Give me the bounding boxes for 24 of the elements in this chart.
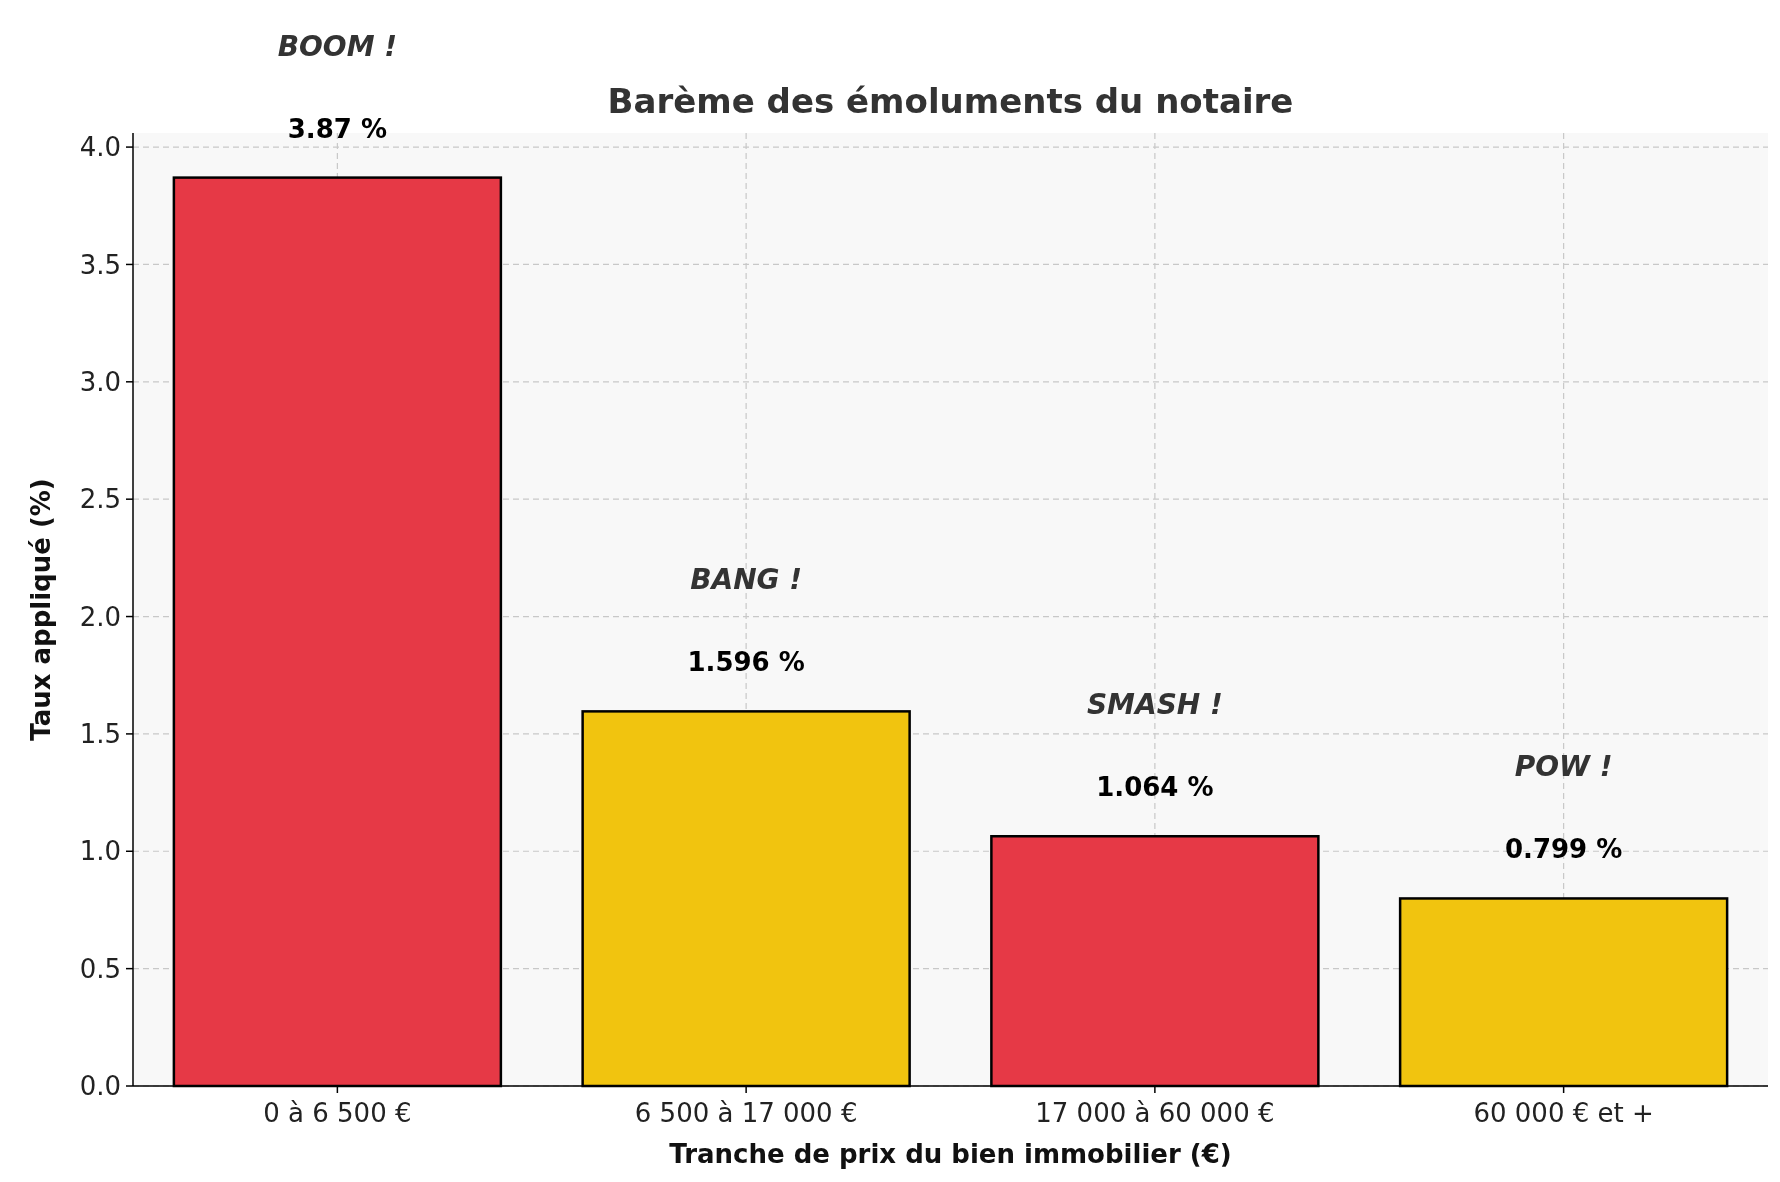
data-label: 0.799 %: [1504, 834, 1623, 865]
x-tick-label: 0 à 6 500 €: [263, 1098, 412, 1128]
data-label: 3.87 %: [287, 113, 388, 144]
chart-title: Barème des émoluments du notaire: [607, 81, 1294, 121]
annotation: SMASH !: [1086, 688, 1223, 722]
y-axis-title: Taux appliqué (%): [26, 478, 56, 741]
y-tick-label: 0.5: [79, 953, 121, 984]
x-tick-label: 6 500 à 17 000 €: [634, 1098, 858, 1128]
y-tick-label: 0.0: [79, 1071, 121, 1102]
y-tick-label: 1.0: [79, 836, 121, 867]
x-tick-label: 17 000 à 60 000 €: [1035, 1098, 1275, 1128]
annotation: BANG !: [690, 563, 803, 597]
x-axis-title: Tranche de prix du bien immobilier (€): [669, 1139, 1232, 1169]
x-tick-label: 60 000 € et +: [1473, 1098, 1654, 1128]
y-tick-label: 2.0: [79, 601, 121, 632]
y-tick-label: 4.0: [79, 132, 121, 163]
y-tick-label: 3.5: [79, 249, 121, 280]
y-tick-label: 3.0: [79, 366, 121, 397]
text: BOOM !: [277, 29, 398, 63]
y-tick-label: 1.5: [79, 719, 121, 750]
y-tick-label: 2.5: [79, 484, 121, 515]
data-label: 1.596 %: [687, 647, 805, 678]
data-label: 1.064 %: [1096, 772, 1214, 803]
annotation: POW !: [1514, 750, 1613, 784]
